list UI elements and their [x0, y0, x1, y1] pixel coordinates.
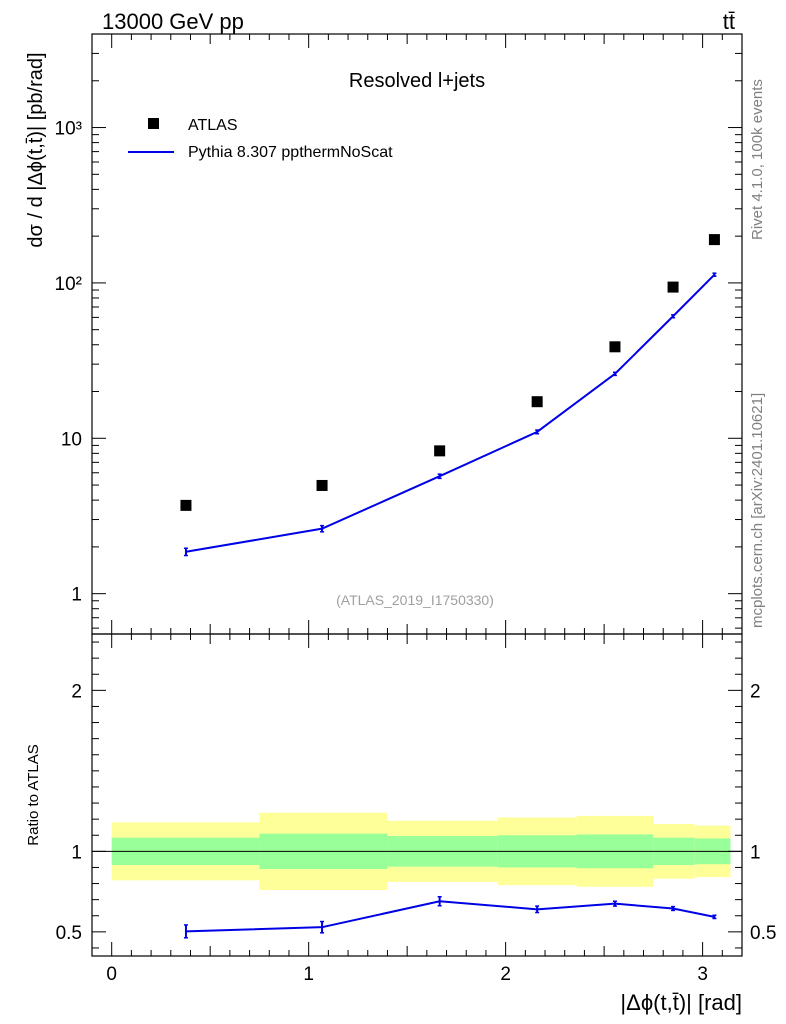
mcplots-label: mcplots.cern.ch [arXiv:2401.10621]: [749, 393, 766, 628]
ratio-frame: [91, 633, 743, 957]
atlas-data-point: [531, 396, 543, 408]
mc-series-line: [185, 273, 716, 553]
ratio-xlabel: |Δϕ(t,t̄)| [rad]: [620, 990, 742, 1015]
main-ytick-label: 10²: [55, 274, 82, 295]
atlas-data-point: [434, 445, 446, 457]
main-ylabel: dσ / d |Δϕ(t,t̄)| [pb/rad]: [25, 52, 47, 247]
main-ytick-label: 10³: [55, 119, 82, 140]
atlas-data-point: [609, 341, 621, 353]
legend-atlas-marker: [148, 118, 159, 129]
header-right: tt̄: [723, 9, 735, 34]
ratio-xtick-label: 3: [697, 964, 708, 985]
ratio-ytick-label-right: 1: [750, 842, 761, 863]
legend-atlas-label: ATLAS: [188, 117, 238, 134]
ratio-ytick-label: 0.5: [56, 923, 82, 944]
main-ytick-label: 1: [71, 585, 82, 606]
watermark-label: (ATLAS_2019_I1750330): [336, 592, 494, 608]
atlas-data-point: [316, 479, 328, 491]
ratio-ytick-label-right: 2: [750, 681, 761, 702]
ratio-xtick-label: 2: [500, 964, 511, 985]
header-left: 13000 GeV pp: [102, 9, 244, 34]
ratio-mc-line: [185, 900, 715, 933]
atlas-data-point: [667, 281, 679, 293]
ratio-xtick-label: 0: [106, 964, 117, 985]
legend-mc-label: Pythia 8.307 ppthermNoScat: [188, 144, 393, 161]
main-ytick-label: 10: [61, 429, 82, 450]
ratio-ytick-label: 2: [71, 681, 82, 702]
main-title: Resolved l+jets: [349, 70, 485, 92]
atlas-data-point: [180, 499, 192, 511]
ratio-ytick-label: 1: [71, 842, 82, 863]
ratio-ylabel: Ratio to ATLAS: [25, 744, 42, 845]
atlas-data-point: [708, 234, 720, 246]
rivet-label: Rivet 4.1.0, 100k events: [749, 79, 766, 240]
ratio-xtick-label: 1: [303, 964, 314, 985]
ratio-ytick-label-right: 0.5: [750, 923, 776, 944]
ratio-panel: 0 1 2 3 0.5 0.5 1 1 2 2: [56, 633, 776, 985]
